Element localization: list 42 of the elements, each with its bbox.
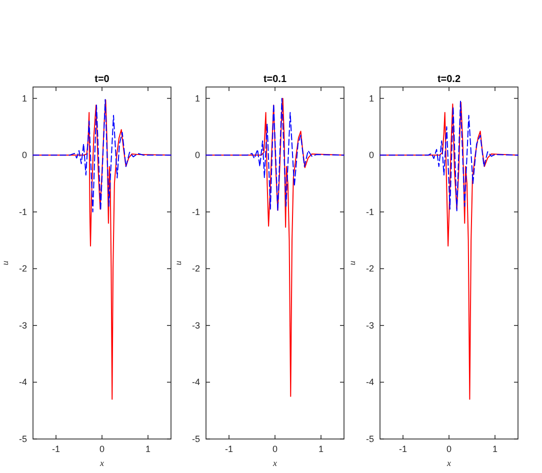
- x-tick-label: -1: [52, 444, 60, 454]
- y-tick-label: 0: [194, 150, 200, 160]
- y-tick-label: 0: [22, 150, 27, 160]
- x-tick-label: 0: [99, 444, 105, 454]
- line-series: [206, 98, 344, 212]
- y-tick-label: -5: [192, 434, 200, 444]
- y-tick-label: -4: [18, 377, 27, 388]
- y-tick-label: 1: [368, 93, 374, 104]
- y-axis-title: u: [347, 260, 357, 266]
- x-axis-title: x: [99, 458, 104, 468]
- y-tick-label: -5: [18, 434, 27, 444]
- y-tick-label: -3: [192, 320, 200, 330]
- x-axis-title: x: [446, 458, 451, 468]
- x-tick-label: -1: [224, 444, 234, 454]
- y-tick-label: -2: [18, 264, 27, 274]
- line-series: [32, 98, 172, 212]
- chart-title: t=0.1: [263, 74, 287, 85]
- y-tick-label: 0: [368, 150, 374, 160]
- y-tick-label: -5: [366, 434, 374, 444]
- y-tick-label: -2: [366, 264, 374, 274]
- x-tick-label: 1: [492, 444, 498, 454]
- y-tick-label: -4: [192, 377, 200, 388]
- y-tick-label: -3: [366, 320, 374, 330]
- x-tick-label: -1: [398, 444, 408, 454]
- y-tick-label: -4: [366, 377, 374, 388]
- chart-title: t=0: [94, 74, 110, 85]
- x-tick-label: 1: [145, 444, 151, 454]
- y-tick-label: -1: [18, 206, 27, 217]
- y-tick-label: -3: [18, 320, 27, 330]
- y-axis-title: u: [0, 260, 10, 266]
- x-axis-title: x: [272, 458, 277, 468]
- x-tick-label: 1: [318, 444, 324, 454]
- y-tick-label: -1: [366, 206, 374, 217]
- y-tick-label: 1: [22, 93, 27, 104]
- line-series: [380, 100, 518, 212]
- x-tick-label: 0: [446, 444, 452, 454]
- y-tick-label: -2: [192, 264, 200, 274]
- chart-title: t=0.2: [437, 74, 461, 85]
- y-tick-label: 1: [194, 93, 200, 104]
- x-tick-label: 0: [272, 444, 278, 454]
- y-tick-label: -1: [192, 206, 200, 217]
- y-axis-title: u: [173, 260, 183, 266]
